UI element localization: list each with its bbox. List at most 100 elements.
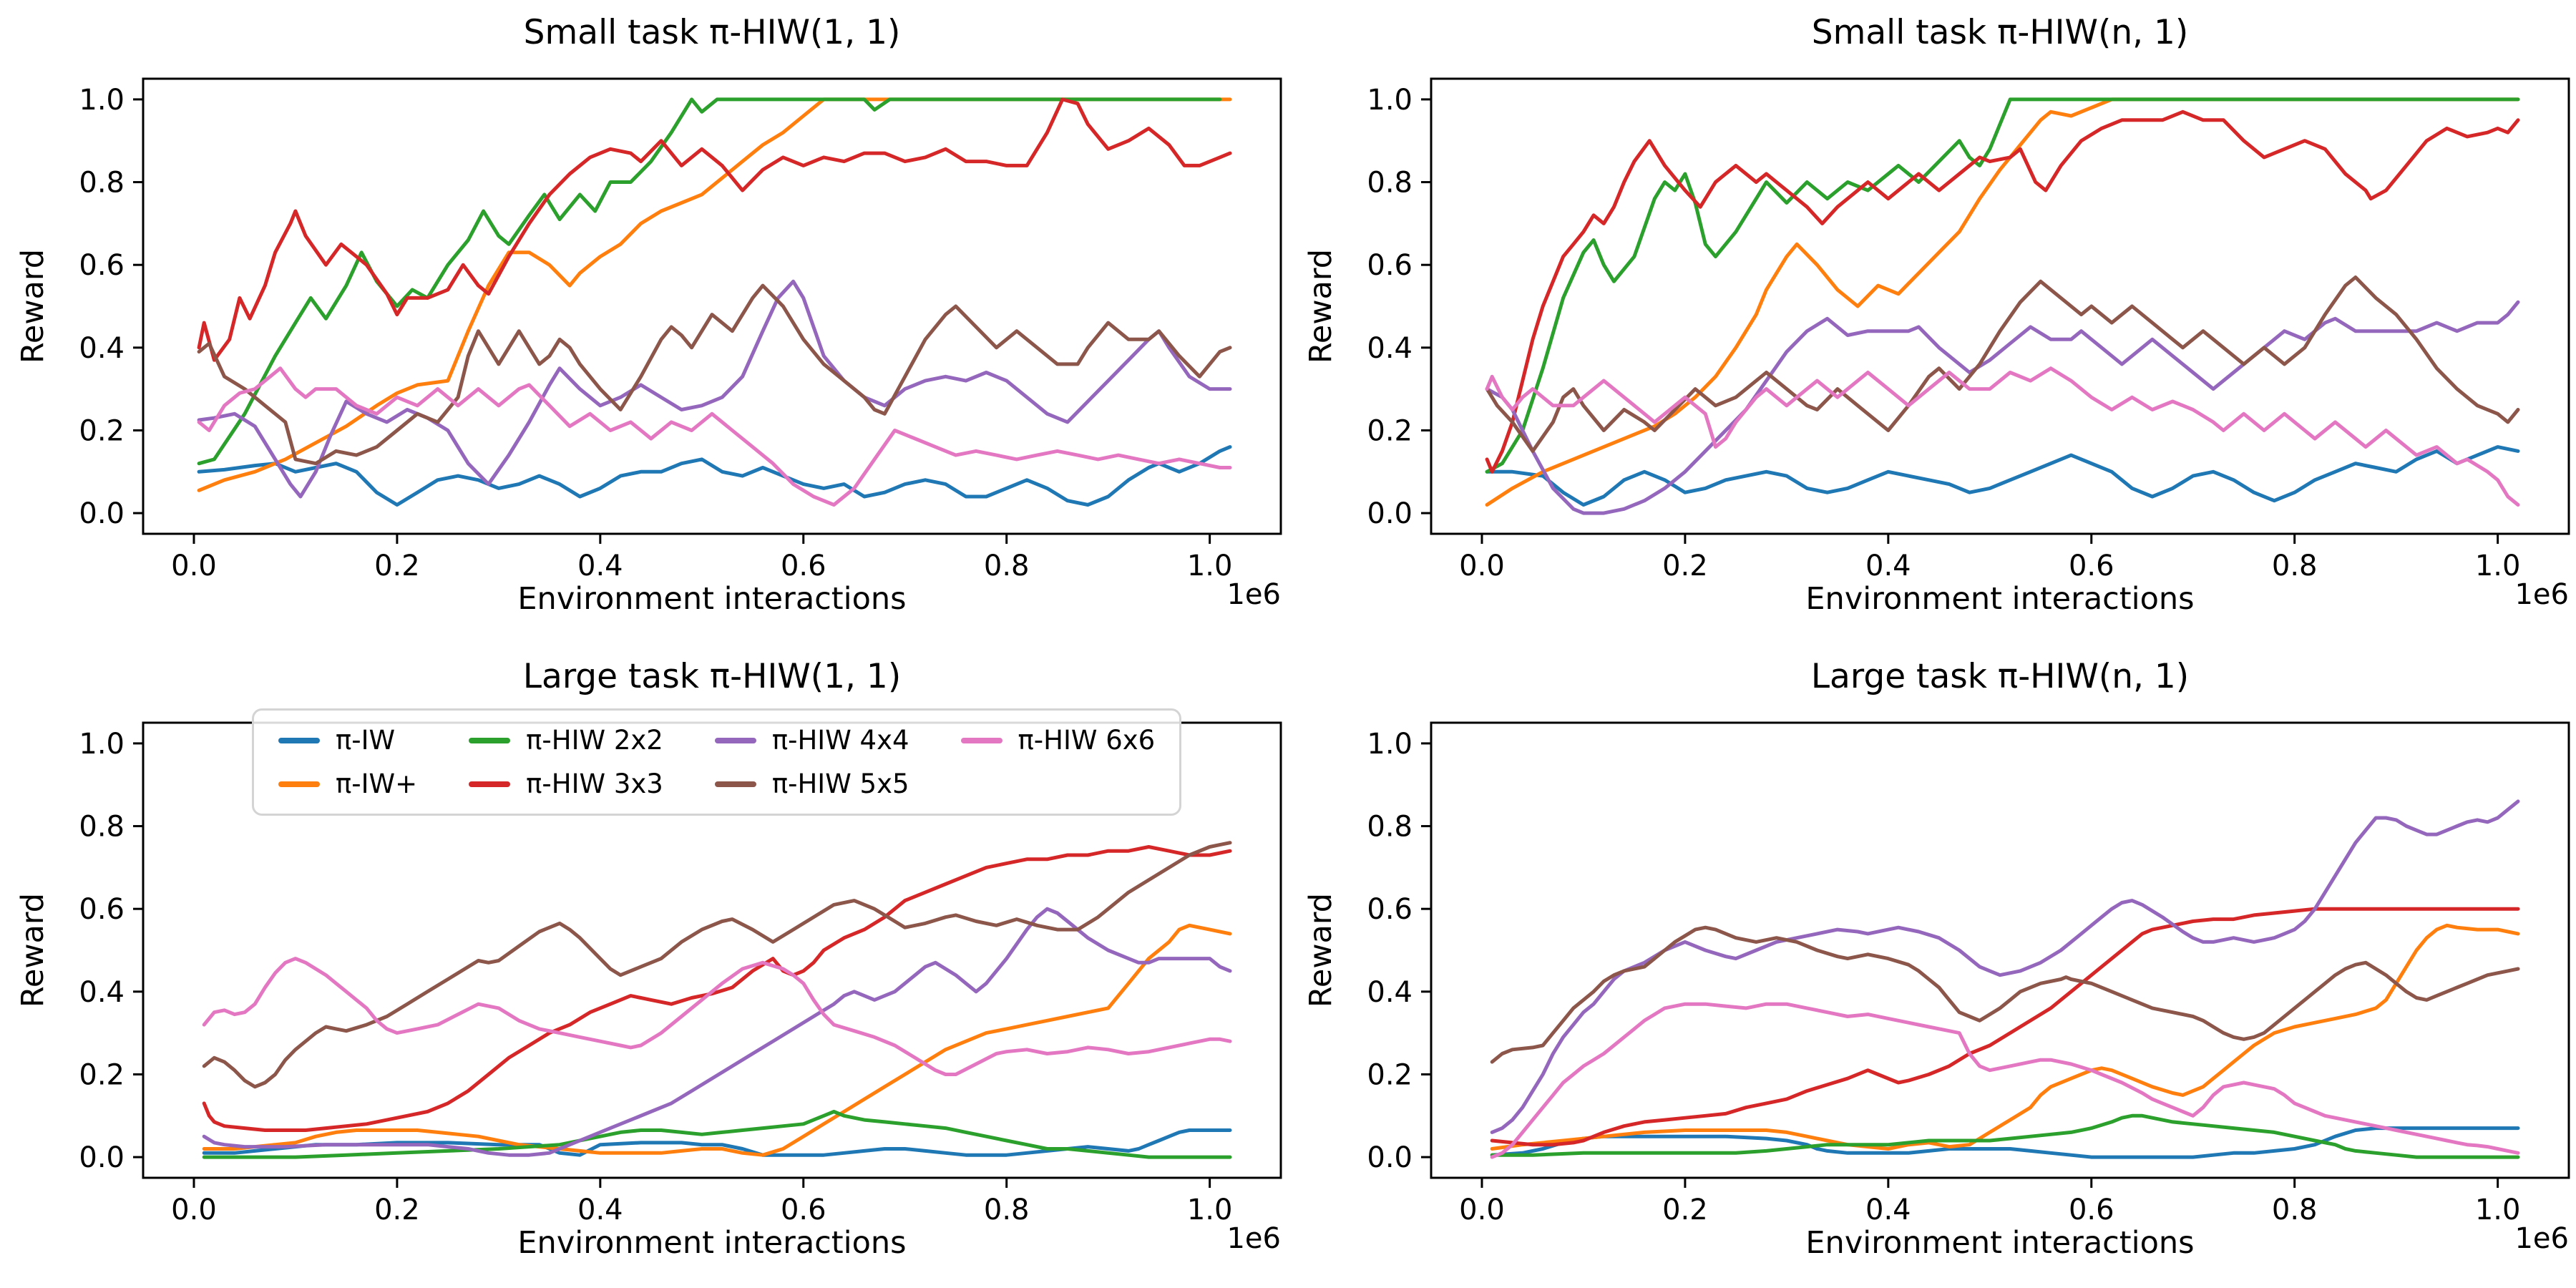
series-line — [1485, 275, 2520, 453]
legend-swatch — [714, 737, 756, 743]
y-tick-label: 0.2 — [1367, 1058, 1413, 1091]
chart-canvas-small-n-1: 0.0 0.2 0.4 0.6 0.8 1.0 0.0 0.2 0.4 0.6 0.8 1.0 — [1367, 77, 2570, 582]
y-tick-label: 0.6 — [1367, 249, 1413, 282]
y-tick-label: 0.8 — [1367, 811, 1413, 844]
y-tick-label: 0.8 — [79, 167, 125, 200]
x-tick-label: 0.2 — [1662, 1194, 1708, 1226]
x-tick-label: 0.4 — [1865, 1194, 1911, 1226]
x-tick-label: 1.0 — [2475, 1194, 2521, 1226]
x-tick-label: 0.4 — [577, 1194, 623, 1226]
legend: π-IW π-IW+ π-HIW 2x2 π-HIW 3x3 π-HIW 4x4 π-HI… — [252, 708, 1182, 816]
legend-item: π-IW+ — [278, 769, 417, 799]
x-tick-label: 0.2 — [374, 550, 420, 582]
plot-title-small-n-1: Small task π-HIW(n, 1) — [1811, 13, 2189, 52]
y-tick-label: 1.0 — [79, 728, 125, 761]
legend-swatch — [278, 737, 320, 743]
x-tick-label: 0.8 — [2272, 550, 2318, 582]
y-tick-label: 0.6 — [79, 249, 125, 282]
series-line — [1490, 1113, 2520, 1159]
x-axis-offset-label: 1e6 — [2514, 578, 2569, 611]
series-line — [1490, 925, 2520, 1064]
series-line — [1485, 97, 2520, 474]
axes-frame — [142, 77, 1282, 535]
y-tick-label: 0.0 — [1367, 1141, 1413, 1174]
series-line — [1485, 97, 2520, 507]
plot-title-large-n-1: Large task π-HIW(n, 1) — [1810, 657, 2190, 696]
series-line — [202, 957, 1232, 1076]
x-axis-label: Environment interactions — [517, 581, 907, 617]
series-line — [202, 1110, 1232, 1159]
y-tick-label: 0.4 — [79, 976, 125, 1009]
plot-title-large-1-1: Large task π-HIW(1, 1) — [522, 657, 902, 696]
series-line — [197, 283, 1232, 466]
y-tick-label: 1.0 — [1367, 84, 1413, 117]
subplot-small-task-n-1: Small task π-HIW(n, 1) Reward 0.0 0.2 0.4 0… — [1288, 0, 2576, 644]
x-tick-label: 0.8 — [2272, 1194, 2318, 1226]
x-tick-label: 0.4 — [1865, 550, 1911, 582]
series-line — [197, 97, 1222, 466]
y-tick-label: 0.2 — [79, 414, 125, 447]
legend-label: π-HIW 5x5 — [771, 769, 909, 799]
legend-item: π-HIW 5x5 — [714, 769, 909, 799]
series-line — [1485, 109, 2520, 474]
x-tick-label: 0.6 — [2069, 550, 2114, 582]
series-line — [202, 923, 1232, 1157]
series-line — [202, 1128, 1232, 1157]
x-tick-label: 0.0 — [171, 1194, 217, 1226]
subplot-small-task-1-1: Small task π-HIW(1, 1) Reward 0.0 0.2 0.4 0… — [0, 0, 1288, 644]
series-line — [202, 907, 1232, 1157]
subplot-large-task-n-1: Large task π-HIW(n, 1) Reward 0.0 0.2 0.4 0… — [1288, 644, 2576, 1288]
x-tick-label: 0.0 — [171, 550, 217, 582]
x-tick-label: 0.0 — [1459, 550, 1505, 582]
y-tick-label: 1.0 — [79, 84, 125, 117]
y-tick-label: 0.0 — [79, 1141, 125, 1174]
legend-swatch — [469, 737, 511, 743]
x-axis-label: Environment interactions — [1805, 581, 2195, 617]
y-tick-label: 0.4 — [1367, 976, 1413, 1009]
legend-label: π-HIW 2x2 — [526, 725, 663, 756]
y-tick-label: 0.4 — [1367, 332, 1413, 365]
series-line — [197, 279, 1232, 499]
axes-frame — [1430, 721, 2570, 1179]
legend-label: π-IW+ — [336, 769, 418, 799]
series-line — [197, 445, 1232, 507]
x-tick-label: 0.6 — [781, 550, 826, 582]
y-tick-label: 0.8 — [79, 811, 125, 844]
series-line — [1490, 799, 2520, 1134]
legend-label: π-HIW 3x3 — [526, 769, 663, 799]
x-tick-label: 0.4 — [577, 550, 623, 582]
x-tick-label: 1.0 — [2475, 550, 2521, 582]
legend-swatch — [960, 737, 1002, 743]
x-tick-label: 0.2 — [374, 1194, 420, 1226]
series-line — [1485, 445, 2520, 507]
legend-item: π-IW — [278, 725, 417, 756]
x-axis-label: Environment interactions — [1805, 1225, 2195, 1261]
legend-item: π-HIW 2x2 — [469, 725, 663, 756]
x-tick-label: 0.0 — [1459, 1194, 1505, 1226]
series-line — [197, 366, 1232, 507]
x-tick-label: 0.6 — [2069, 1194, 2114, 1226]
series-line — [1490, 923, 2520, 1151]
y-tick-label: 0.4 — [79, 332, 125, 365]
x-tick-label: 0.2 — [1662, 550, 1708, 582]
chart-canvas-large-n-1: 0.0 0.2 0.4 0.6 0.8 1.0 0.0 0.2 0.4 0.6 0.8 1.0 — [1367, 721, 2570, 1226]
axes-frame — [1430, 77, 2570, 535]
series-line — [197, 97, 1232, 362]
legend-label: π-IW — [336, 725, 396, 756]
legend-item: π-HIW 6x6 — [960, 725, 1156, 756]
series-line — [1485, 366, 2520, 507]
x-axis-offset-label: 1e6 — [1226, 1222, 1281, 1255]
legend-item: π-HIW 4x4 — [714, 725, 909, 756]
legend-swatch — [469, 781, 511, 787]
y-tick-label: 0.6 — [1367, 893, 1413, 926]
y-tick-label: 0.0 — [1367, 497, 1413, 530]
x-axis-offset-label: 1e6 — [2514, 1222, 2569, 1255]
x-tick-label: 0.6 — [781, 1194, 826, 1226]
series-line — [1490, 907, 2520, 1147]
x-tick-label: 1.0 — [1187, 550, 1233, 582]
y-tick-label: 0.6 — [79, 893, 125, 926]
series-line — [1485, 300, 2520, 515]
legend-label: π-HIW 4x4 — [771, 725, 909, 756]
legend-label: π-HIW 6x6 — [1018, 725, 1156, 756]
